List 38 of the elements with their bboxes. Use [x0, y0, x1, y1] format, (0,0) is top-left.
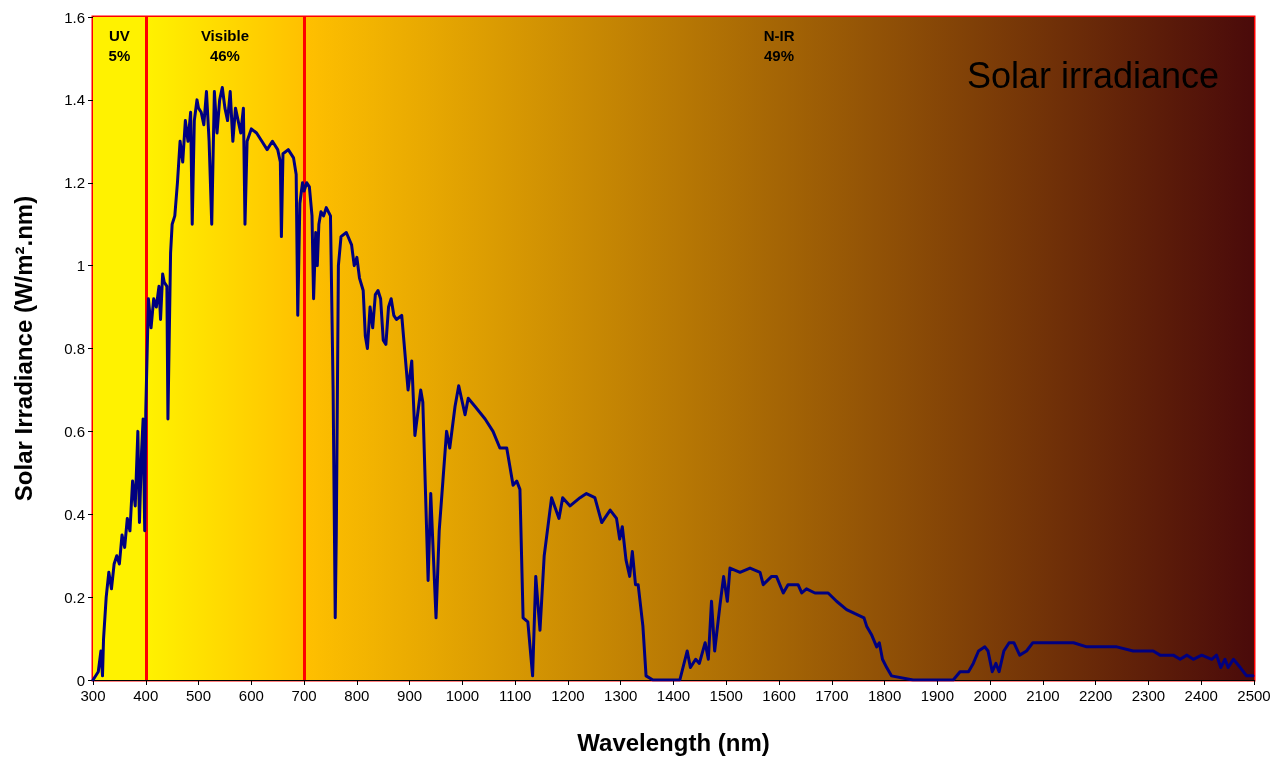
x-tick-label: 500	[186, 687, 212, 704]
x-tick-label: 2400	[1184, 687, 1218, 704]
text: Solar irradiance	[966, 54, 1219, 96]
x-tick-label: 1500	[709, 687, 743, 704]
band-label: UV 5%	[108, 26, 131, 64]
x-tick-label: 900	[397, 687, 423, 704]
x-tick-label: 1300	[604, 687, 638, 704]
x-axis-title: Wavelength (nm)	[577, 728, 770, 756]
y-tick-label: 0	[76, 671, 85, 689]
y-tick-label: 0.6	[64, 422, 85, 440]
y-tick-label: 1.6	[64, 8, 85, 26]
x-tick-label: 1600	[762, 687, 796, 704]
x-tick-label: 2100	[1026, 687, 1060, 704]
y-tick-label: 1.2	[64, 174, 85, 192]
y-tick-label: 1.4	[64, 91, 85, 109]
x-tick-label: 2300	[1131, 687, 1166, 704]
x-tick-label: 1700	[815, 687, 849, 704]
x-tick-label: 1000	[445, 687, 480, 704]
x-tick-label: 300	[80, 687, 106, 704]
x-tick-label: 1200	[551, 687, 585, 704]
x-tick-label: 1100	[499, 687, 532, 704]
y-tick-label: 0.8	[64, 340, 85, 357]
x-tick-label: 2500	[1237, 687, 1271, 704]
y-tick-label: 0.4	[64, 505, 85, 523]
x-tick-label: 400	[133, 687, 159, 704]
x-tick-label: 1400	[656, 687, 691, 704]
x-tick-label: 1800	[867, 687, 902, 704]
x-tick-label: 600	[238, 687, 264, 704]
x-tick-label: 2200	[1078, 687, 1113, 704]
x-tick-label: 2000	[973, 687, 1007, 704]
y-tick-label: 0.2	[64, 588, 85, 606]
x-tick-label: 1900	[920, 687, 955, 704]
x-tick-label: 700	[291, 687, 317, 704]
y-axis-title: Solar Irradiance (W/m².nm)	[9, 195, 37, 502]
y-tick-label: 1	[76, 257, 85, 275]
band-label: N-IR 49%	[763, 26, 795, 64]
band-label: Visible 46%	[200, 26, 249, 64]
x-tick-label: 800	[344, 687, 370, 704]
